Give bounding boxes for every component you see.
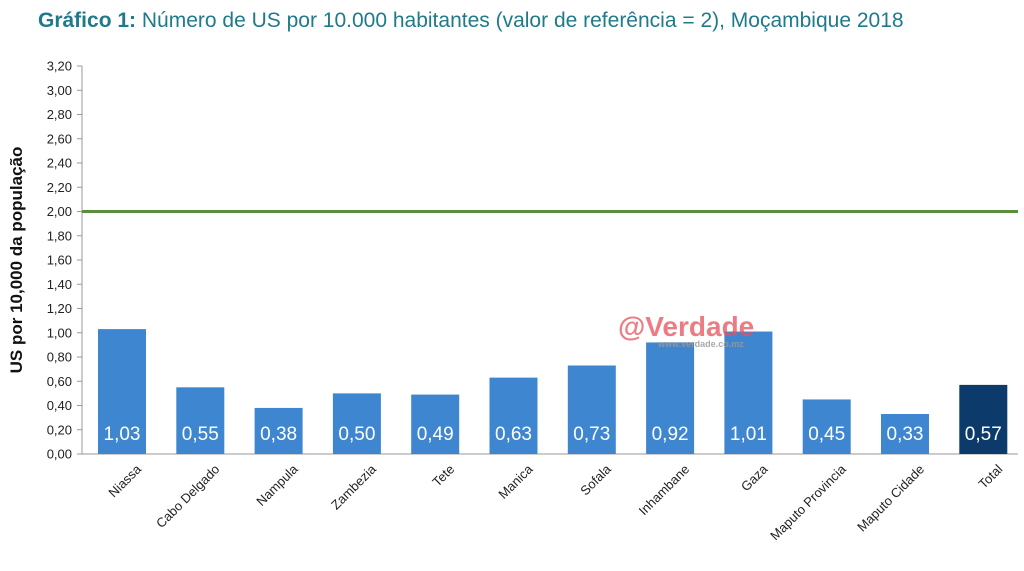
y-tick-label: 1,20 [47, 301, 72, 316]
y-tick-label: 3,20 [47, 59, 72, 74]
data-label: 0,55 [182, 424, 219, 445]
x-tick-label: Nampula [253, 461, 301, 509]
y-tick-label: 2,20 [47, 180, 72, 195]
y-tick-label: 2,40 [47, 156, 72, 171]
chart-title: Gráfico 1: Número de US por 10.000 habit… [38, 9, 904, 33]
y-tick-label: 0,80 [47, 350, 72, 365]
bar-total [959, 384, 1008, 454]
y-axis: 0,00 0,20 0,40 0,60 0,80 1,00 1,20 1,40 1,60 1,80… [47, 59, 1018, 462]
y-tick-label: 0,60 [47, 374, 72, 389]
watermark-url: www.verdade.co.mz [657, 339, 744, 349]
chart-title-text: Número de US por 10.000 habitantes (valo… [141, 9, 904, 32]
data-label: 0,63 [495, 424, 532, 445]
y-tick-label: 1,60 [47, 253, 72, 268]
watermark-text: @Verdade [618, 311, 754, 342]
chart-title-prefix: Gráfico 1: [38, 9, 137, 32]
y-tick-label: 1,00 [47, 325, 72, 340]
bar-maputo-provincia [802, 399, 851, 454]
y-tick-label: 3,00 [47, 83, 72, 98]
x-tick-label: Maputo Cidade [854, 462, 927, 535]
bar-tete [411, 394, 460, 454]
y-axis-title: US por 10,000 da população [7, 147, 26, 374]
data-label: 0,73 [573, 424, 610, 445]
bar-inhambane [646, 342, 695, 454]
data-label: 0,49 [417, 424, 454, 445]
bar-zambezia [332, 393, 381, 454]
x-tick-label: Cabo Delgado [153, 462, 222, 531]
y-tick-label: 2,00 [47, 204, 72, 219]
data-label: 1,03 [104, 424, 141, 445]
bar-niassa [98, 329, 146, 454]
bar-nampula [254, 407, 303, 454]
y-tick-label: 2,80 [47, 107, 72, 122]
data-label: 0,38 [260, 424, 297, 445]
x-tick-label: Gaza [738, 461, 771, 494]
data-label: 0,57 [965, 424, 1002, 445]
bar-gaza [724, 331, 773, 454]
y-tick-label: 0,40 [47, 398, 72, 413]
data-label: 0,50 [338, 424, 375, 445]
x-tick-label: Niassa [105, 461, 144, 500]
bar-sofala [567, 365, 616, 454]
bar-manica [489, 377, 538, 454]
x-tick-label: Sofala [577, 461, 614, 498]
data-label: 0,92 [652, 424, 689, 445]
data-label: 0,45 [808, 424, 845, 445]
x-tick-label: Manica [495, 461, 536, 502]
x-tick-label: Inhambane [636, 462, 693, 519]
y-tick-label: 0,00 [47, 447, 72, 462]
y-tick-label: 0,20 [47, 422, 72, 437]
x-tick-label: Tete [429, 462, 457, 490]
bar-maputo-cidade [881, 413, 929, 454]
y-tick-label: 1,40 [47, 277, 72, 292]
x-tick-label: Maputo Provincia [767, 461, 849, 543]
y-tick-label: 2,60 [47, 131, 72, 146]
y-tick-label: 1,80 [47, 228, 72, 243]
bar-cabo-delgado [176, 387, 225, 454]
data-label: 1,01 [730, 424, 767, 445]
watermark-logo: @Verdade www.verdade.co.mz [618, 311, 754, 349]
x-tick-label: Total [975, 461, 1005, 491]
data-label: 0,33 [887, 424, 924, 445]
x-tick-label: Zambezia [328, 461, 380, 513]
x-axis-labels: Niassa Cabo Delgado Nampula Zambezia Tete Man… [105, 461, 1005, 543]
bars: 1,03 0,55 0,38 0,50 0,49 0,63 0,73 0,92 1,01 0,45… [82, 210, 1018, 454]
